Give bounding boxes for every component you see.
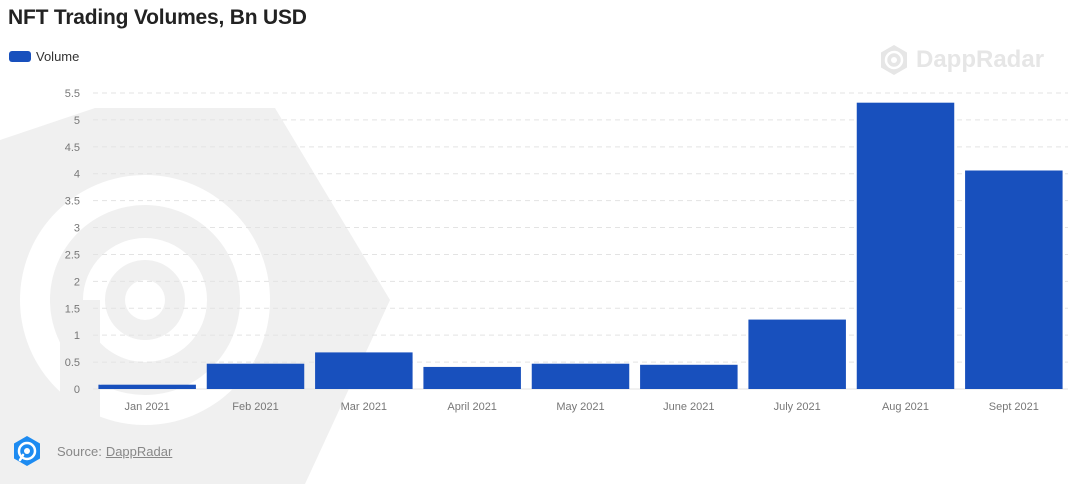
x-tick-label: Feb 2021	[232, 401, 278, 413]
x-tick-label: April 2021	[447, 401, 497, 413]
dappradar-watermark-icon	[881, 45, 907, 75]
y-tick-label: 4.5	[65, 142, 80, 154]
legend-label: Volume	[36, 49, 80, 64]
bar[interactable]	[640, 364, 738, 389]
source-link[interactable]: DappRadar	[105, 443, 173, 459]
bar[interactable]	[965, 170, 1063, 389]
bars-layer	[98, 102, 1063, 390]
brand-watermark: DappRadar	[878, 44, 1044, 76]
y-tick-label: 5	[74, 115, 80, 127]
y-tick-label: 5.5	[65, 88, 80, 100]
chart-title: NFT Trading Volumes, Bn USD	[8, 6, 307, 29]
background-watermark-icon	[0, 108, 390, 484]
bar[interactable]	[423, 366, 521, 389]
legend-swatch	[9, 51, 31, 62]
x-tick-label: July 2021	[774, 401, 821, 413]
bar[interactable]	[315, 352, 413, 389]
y-tick-label: 1	[74, 330, 80, 342]
x-tick-label: Sept 2021	[989, 401, 1039, 413]
x-tick-label: Jan 2021	[125, 401, 170, 413]
dappradar-logo-icon	[14, 436, 40, 466]
source-prefix: Source:	[57, 443, 102, 459]
source-footer: Source: DappRadar	[11, 435, 172, 467]
bar[interactable]	[531, 363, 630, 389]
x-tick-label: Mar 2021	[341, 401, 387, 413]
y-axis-ticks: 0 0.5 1 1.5 2 2.5 3 3.5 4 4.5 5 5.5	[65, 88, 80, 396]
y-tick-label: 0	[74, 384, 80, 396]
x-tick-label: May 2021	[556, 401, 604, 413]
bar[interactable]	[748, 319, 846, 389]
y-tick-label: 0.5	[65, 357, 80, 369]
y-tick-label: 2.5	[65, 249, 80, 261]
y-tick-label: 4	[74, 169, 80, 181]
y-tick-label: 3	[74, 223, 80, 235]
bar[interactable]	[856, 102, 955, 390]
brand-watermark-text: DappRadar	[916, 46, 1045, 73]
x-tick-label: June 2021	[663, 401, 714, 413]
legend[interactable]: Volume	[9, 49, 79, 64]
x-axis-ticks: Jan 2021 Feb 2021 Mar 2021 April 2021 May 20…	[125, 401, 1039, 413]
bar[interactable]	[98, 384, 196, 389]
bar[interactable]	[206, 363, 305, 389]
y-tick-label: 3.5	[65, 196, 80, 208]
y-tick-label: 2	[74, 276, 80, 288]
y-tick-label: 1.5	[65, 303, 80, 315]
x-tick-label: Aug 2021	[882, 401, 929, 413]
